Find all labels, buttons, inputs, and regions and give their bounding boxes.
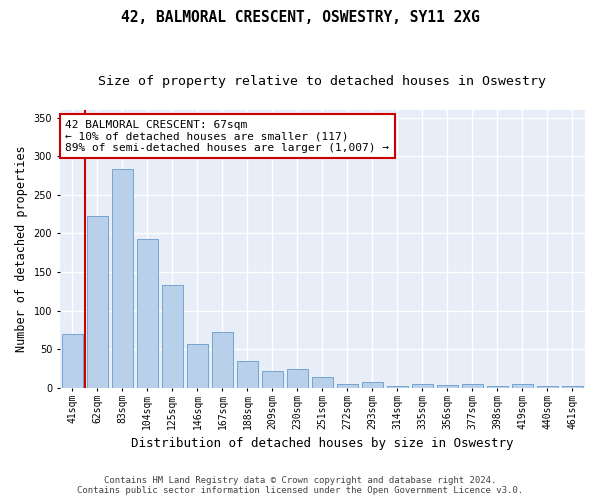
Bar — [512, 384, 533, 388]
Bar — [112, 170, 133, 388]
Text: 42, BALMORAL CRESCENT, OSWESTRY, SY11 2XG: 42, BALMORAL CRESCENT, OSWESTRY, SY11 2X… — [121, 10, 479, 25]
Bar — [437, 385, 458, 388]
Text: 42 BALMORAL CRESCENT: 67sqm
← 10% of detached houses are smaller (117)
89% of se: 42 BALMORAL CRESCENT: 67sqm ← 10% of det… — [65, 120, 389, 153]
Bar — [137, 239, 158, 388]
Bar — [187, 344, 208, 388]
Bar — [237, 361, 258, 388]
Bar — [212, 332, 233, 388]
Bar — [412, 384, 433, 388]
Bar — [387, 386, 408, 388]
Bar — [287, 368, 308, 388]
Bar — [162, 285, 183, 388]
Title: Size of property relative to detached houses in Oswestry: Size of property relative to detached ho… — [98, 75, 547, 88]
Bar — [337, 384, 358, 388]
X-axis label: Distribution of detached houses by size in Oswestry: Distribution of detached houses by size … — [131, 437, 514, 450]
Text: Contains HM Land Registry data © Crown copyright and database right 2024.
Contai: Contains HM Land Registry data © Crown c… — [77, 476, 523, 495]
Bar — [362, 382, 383, 388]
Bar — [562, 386, 583, 388]
Bar — [312, 377, 333, 388]
Bar — [462, 384, 483, 388]
Bar — [487, 386, 508, 388]
Bar — [87, 216, 108, 388]
Bar — [62, 334, 83, 388]
Bar — [262, 371, 283, 388]
Bar — [537, 386, 558, 388]
Y-axis label: Number of detached properties: Number of detached properties — [15, 146, 28, 352]
